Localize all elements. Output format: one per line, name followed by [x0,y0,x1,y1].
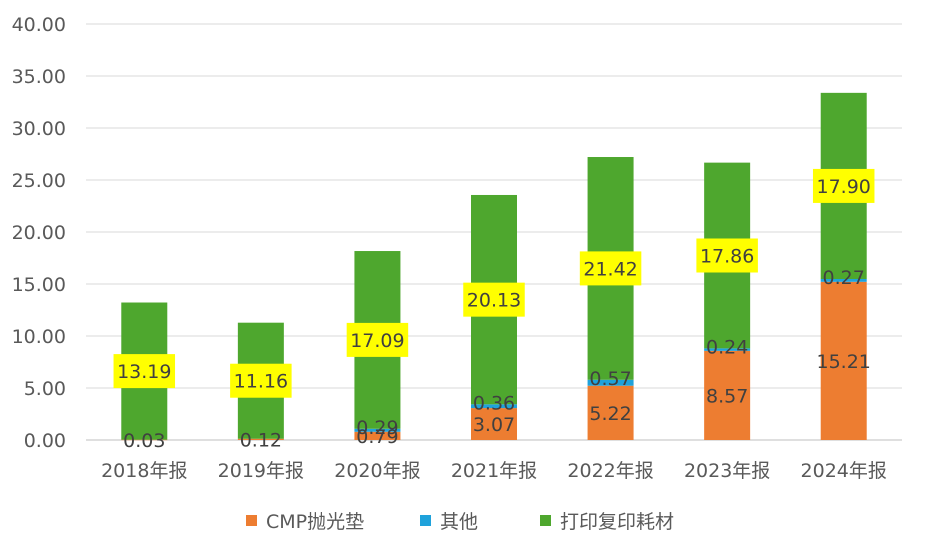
data-label: 3.07 [473,414,515,436]
bar-segment [237,438,284,440]
data-label-highlight [113,354,176,389]
legend-label: CMP抛光垫 [266,511,364,533]
legend-label: 打印复印耗材 [560,511,674,533]
data-label: 21.42 [583,258,637,280]
bar-segment [820,279,867,282]
bar-segment [354,431,401,440]
data-label-highlight [463,282,525,317]
legend: CMP抛光垫 其他 打印复印耗材 [246,511,674,533]
y-tick-label: 0.00 [24,430,66,452]
y-tick-label: 20.00 [12,222,66,244]
bar-segment [354,428,401,432]
data-label-highlight [812,168,875,203]
bar-segment [121,439,168,441]
data-label: 0.03 [123,430,165,452]
data-label-highlight [230,363,292,398]
y-tick-label: 25.00 [12,170,66,192]
data-label: 0.79 [356,426,398,448]
data-label: 0.57 [589,368,631,390]
x-tick-label: 2024年报 [801,460,887,482]
legend-swatch [246,515,257,526]
bar-segment [820,281,867,440]
bar-segment [587,385,634,440]
bar-segment [471,408,517,440]
y-tick-label: 10.00 [12,326,66,348]
data-label: 13.19 [117,361,171,383]
x-tick-label: 2019年报 [218,460,304,482]
data-label-highlight [346,322,409,357]
data-label: 8.57 [706,385,748,407]
data-labels: 0.03 13.19 0.12 11.16 0.790.29 17.09 3.070.36 2… [113,168,875,452]
y-tick-label: 15.00 [12,274,66,296]
data-label: 20.13 [467,290,521,312]
x-tick-label: 2018年报 [101,460,187,482]
data-label: 0.12 [240,429,282,451]
bar-segment [704,348,751,351]
legend-swatch [420,515,431,526]
data-label-highlight [696,238,758,273]
y-tick-label: 5.00 [24,378,66,400]
data-label-highlight [579,251,642,286]
data-label: 17.09 [350,330,404,352]
data-label: 0.29 [356,417,398,439]
y-tick-label: 30.00 [12,118,66,140]
data-label: 11.16 [234,371,288,393]
x-tick-label: 2022年报 [567,460,653,482]
y-tick-label: 40.00 [12,14,66,36]
bar-segment [471,404,517,409]
x-tick-label: 2023年报 [684,460,770,482]
x-tick-label: 2021年报 [451,460,537,482]
x-axis: 2018年报 2019年报 2020年报 2021年报 2022年报 2023年报 2024… [101,460,887,482]
data-label: 0.36 [473,392,515,414]
data-label: 17.86 [700,246,754,268]
legend-label: 其他 [440,511,478,533]
legend-swatch [540,515,551,526]
y-axis: 0.00 5.00 10.00 15.00 20.00 25.00 30.00 35.00 40… [12,14,66,452]
data-label: 0.27 [823,267,865,289]
x-tick-label: 2020年报 [334,460,420,482]
y-tick-label: 35.00 [12,66,66,88]
data-label: 17.90 [817,176,871,198]
data-label: 15.21 [817,351,871,373]
bar-segment [704,350,751,440]
data-label: 0.24 [706,336,748,358]
data-label: 5.22 [589,403,631,425]
bar-segment [587,379,634,386]
